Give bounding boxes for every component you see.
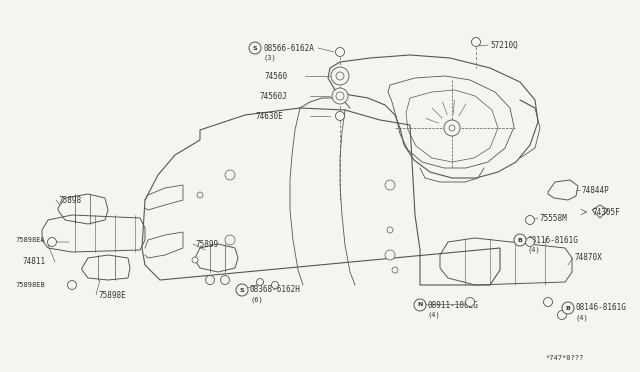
Circle shape [525, 237, 534, 247]
Text: 74630E: 74630E [255, 112, 283, 121]
Circle shape [236, 284, 248, 296]
Circle shape [472, 38, 481, 46]
Text: S: S [240, 288, 244, 292]
Circle shape [192, 257, 198, 263]
Text: 74560: 74560 [265, 71, 288, 80]
Text: (4): (4) [528, 247, 541, 253]
Text: 08368-6162H: 08368-6162H [250, 285, 301, 295]
Text: *747*0???: *747*0??? [545, 355, 583, 361]
Circle shape [336, 92, 344, 100]
Text: 08911-1082G: 08911-1082G [428, 301, 479, 310]
Circle shape [525, 215, 534, 224]
Circle shape [205, 276, 214, 285]
Text: (4): (4) [576, 315, 589, 321]
Text: 74811: 74811 [22, 257, 45, 266]
Circle shape [67, 280, 77, 289]
Circle shape [257, 279, 264, 285]
Circle shape [444, 120, 460, 136]
Text: B: B [566, 305, 570, 311]
Text: (6): (6) [250, 297, 263, 303]
Circle shape [221, 276, 230, 285]
Text: B: B [518, 237, 522, 243]
Text: 08146-8161G: 08146-8161G [576, 304, 627, 312]
Text: 08116-8161G: 08116-8161G [528, 235, 579, 244]
Text: 74844P: 74844P [582, 186, 610, 195]
Text: 75898: 75898 [58, 196, 81, 205]
Circle shape [335, 112, 344, 121]
Text: 75558M: 75558M [540, 214, 568, 222]
Circle shape [225, 235, 235, 245]
Circle shape [562, 302, 574, 314]
Text: 75899: 75899 [195, 240, 218, 248]
Circle shape [449, 125, 455, 131]
Circle shape [514, 234, 526, 246]
Circle shape [335, 48, 344, 57]
Circle shape [557, 311, 566, 320]
Circle shape [332, 88, 348, 104]
Circle shape [249, 42, 261, 54]
Text: 75898EA: 75898EA [15, 237, 45, 243]
Circle shape [47, 237, 56, 247]
Circle shape [543, 298, 552, 307]
Circle shape [392, 267, 398, 273]
Circle shape [336, 72, 344, 80]
Text: 75898EB: 75898EB [15, 282, 45, 288]
Circle shape [385, 250, 395, 260]
Text: 75898E: 75898E [98, 291, 125, 299]
Circle shape [197, 192, 203, 198]
Circle shape [271, 282, 278, 289]
Text: 74870X: 74870X [575, 253, 603, 263]
Text: S: S [253, 45, 257, 51]
Text: (4): (4) [428, 312, 441, 318]
Text: 08566-6162A: 08566-6162A [264, 44, 315, 52]
Text: (3): (3) [264, 55, 276, 61]
Text: 57210Q: 57210Q [490, 41, 518, 49]
Text: N: N [417, 302, 422, 308]
Text: 74560J: 74560J [260, 92, 288, 100]
Text: 74305F: 74305F [593, 208, 621, 217]
Circle shape [225, 170, 235, 180]
Circle shape [465, 298, 474, 307]
Circle shape [385, 180, 395, 190]
Circle shape [331, 67, 349, 85]
Circle shape [414, 299, 426, 311]
Circle shape [387, 227, 393, 233]
